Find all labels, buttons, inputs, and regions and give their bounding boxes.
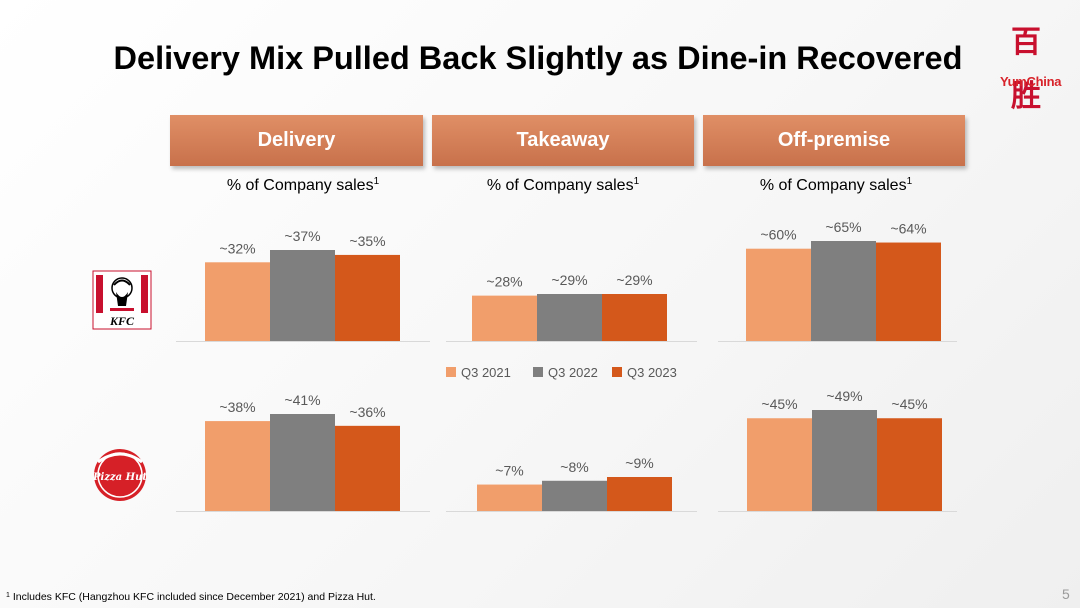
legend-swatch-2 [612, 367, 622, 377]
kfc-delivery-bar-q3-2023 [335, 254, 400, 341]
pizza-hut-takeaway-label-2: ~9% [625, 455, 653, 471]
legend-label-1: Q3 2022 [548, 365, 598, 380]
kfc-takeaway-bar-q3-2023 [602, 294, 667, 341]
pizza-hut-takeaway-label-1: ~8% [560, 459, 588, 475]
header-delivery: Delivery [170, 115, 423, 166]
kfc-off-premise-bar-q3-2023 [876, 242, 941, 341]
kfc-off-premise-label-1: ~65% [825, 219, 861, 235]
pizza-hut-delivery-label-1: ~41% [284, 392, 320, 408]
pizza-hut-delivery-label-0: ~38% [219, 399, 255, 415]
pizza-hut-delivery-bar-q3-2021 [205, 421, 270, 511]
footnote: 1 Includes KFC (Hangzhou KFC included si… [6, 591, 376, 603]
subtitle-off-premise: % of Company sales1 [706, 176, 966, 195]
legend-label-2: Q3 2023 [627, 365, 677, 380]
kfc-delivery-label-1: ~37% [284, 228, 320, 244]
legend-swatch-1 [533, 367, 543, 377]
kfc-takeaway-label-2: ~29% [616, 272, 652, 288]
kfc-off-premise-bar-q3-2021 [746, 248, 811, 341]
pizza-hut-takeaway-bar-q3-2022 [542, 480, 607, 511]
pizza-hut-off-premise-bar-q3-2021 [747, 418, 812, 511]
footnote-text: Includes KFC (Hangzhou KFC included sinc… [9, 591, 376, 603]
page-number: 5 [1062, 586, 1070, 602]
subtitle-off-premise-text: % of Company sales [759, 177, 907, 194]
subtitle-delivery-sup: 1 [373, 176, 380, 187]
subtitle-delivery-text: % of Company sales [226, 177, 374, 194]
pizza-hut-off-premise-bar-q3-2022 [812, 410, 877, 511]
subtitle-takeaway-sup: 1 [633, 176, 640, 187]
pizza-hut-takeaway-label-0: ~7% [495, 463, 523, 479]
kfc-takeaway-label-1: ~29% [551, 272, 587, 288]
kfc-takeaway-bar-q3-2022 [537, 294, 602, 341]
yumchina-logo-text: YumChina [1000, 74, 1062, 89]
header-takeaway: Takeaway [432, 115, 694, 166]
kfc-delivery-bar-q3-2022 [270, 250, 335, 341]
subtitle-takeaway: % of Company sales1 [433, 176, 693, 195]
yumchina-logo: 百胜 YumChina [1000, 16, 1072, 114]
kfc-logo-text: KFC [109, 314, 135, 328]
pizza-hut-off-premise-label-1: ~49% [826, 388, 862, 404]
pizza-hut-delivery-label-2: ~36% [349, 404, 385, 420]
kfc-off-premise-label-2: ~64% [890, 221, 926, 237]
kfc-logo-icon: KFC [92, 270, 152, 330]
header-off-premise: Off-premise [703, 115, 965, 166]
subtitle-delivery: % of Company sales1 [173, 176, 433, 195]
kfc-delivery-label-2: ~35% [349, 233, 385, 249]
kfc-off-premise-bar-q3-2022 [811, 241, 876, 341]
pizza-hut-off-premise-label-0: ~45% [761, 396, 797, 412]
pizza-hut-delivery-bar-q3-2022 [270, 414, 335, 511]
kfc-delivery-label-0: ~32% [219, 240, 255, 256]
kfc-off-premise-label-0: ~60% [760, 227, 796, 243]
pizza-hut-off-premise-bar-q3-2023 [877, 418, 942, 511]
slide-title: Delivery Mix Pulled Back Slightly as Din… [113, 40, 963, 76]
subtitle-takeaway-text: % of Company sales [486, 177, 634, 194]
pizza-hut-takeaway-bar-q3-2021 [477, 484, 542, 511]
pizza-hut-delivery-bar-q3-2023 [335, 425, 400, 511]
pizza-hut-logo-text: Pizza Hut [92, 472, 147, 483]
kfc-delivery-bar-q3-2021 [205, 262, 270, 341]
pizza-hut-off-premise-label-2: ~45% [891, 396, 927, 412]
subtitle-off-premise-sup: 1 [906, 176, 913, 187]
kfc-takeaway-label-0: ~28% [486, 274, 522, 290]
kfc-takeaway-bar-q3-2021 [472, 295, 537, 341]
legend-swatch-0 [446, 367, 456, 377]
legend-label-0: Q3 2021 [461, 365, 511, 380]
pizza-hut-logo-icon: Pizza Hut [92, 449, 147, 501]
yumchina-logo-mark: 百胜 [1011, 25, 1041, 114]
footnote-sup: 1 [6, 592, 10, 599]
pizza-hut-takeaway-bar-q3-2023 [607, 477, 672, 511]
